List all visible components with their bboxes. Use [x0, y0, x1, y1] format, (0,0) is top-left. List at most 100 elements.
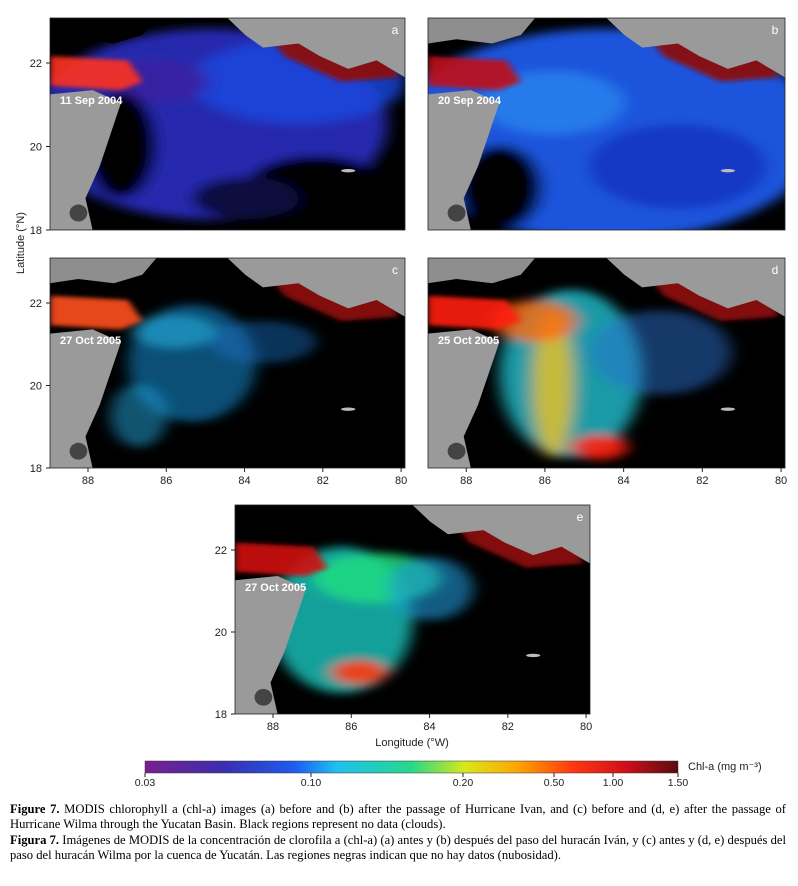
island: [526, 653, 541, 658]
land-florida: [50, 18, 157, 44]
panel-frame: [49, 257, 406, 469]
y-tick-label: 18: [215, 709, 227, 721]
y-tick-label: 22: [30, 58, 42, 70]
x-tick-label: 88: [267, 721, 279, 733]
land-cuba: [412, 505, 590, 564]
colorbar: [144, 760, 679, 774]
island: [69, 442, 88, 460]
chl-patch: [481, 71, 625, 135]
y-tick-label: 22: [30, 298, 42, 310]
y-tick-label: 18: [30, 463, 42, 475]
panel-letter: b: [772, 23, 779, 37]
island: [341, 168, 356, 173]
land-yucatan: [428, 90, 500, 230]
land-florida: [428, 18, 536, 44]
land-florida: [235, 505, 342, 531]
panel-frame: [427, 17, 786, 231]
x-tick-label: 84: [423, 721, 435, 733]
island: [447, 204, 466, 222]
caption-text: MODIS chlorophyll a (chl-a) images (a) b…: [10, 802, 786, 831]
panel-frame: [427, 257, 786, 469]
colorbar-tick-label: 0.50: [544, 777, 565, 789]
yucatan-coast-chl: [428, 295, 521, 330]
x-tick-label: 86: [160, 475, 172, 487]
land-cuba: [606, 18, 785, 78]
chl-patch: [588, 310, 732, 395]
chlorophyll-field: [110, 304, 317, 447]
chl-patch: [192, 177, 299, 220]
x-tick-label: 84: [238, 475, 250, 487]
island: [254, 688, 273, 706]
y-axis-label: Latitude (°N): [15, 212, 27, 274]
map-panel: [428, 258, 785, 468]
x-tick-label: 86: [539, 475, 551, 487]
island: [341, 407, 356, 411]
land-yucatan: [235, 576, 306, 714]
x-tick-label: 80: [580, 721, 592, 733]
caption-es: Figura 7. Imágenes de MODIS de la concen…: [10, 833, 786, 863]
caption-label: Figure 7.: [10, 802, 60, 816]
y-tick-label: 20: [30, 381, 42, 393]
land-yucatan: [50, 90, 121, 230]
panel-letter: c: [392, 263, 398, 277]
caption-label: Figura 7.: [10, 833, 60, 847]
land-yucatan: [428, 329, 500, 468]
y-tick-label: 20: [30, 142, 42, 154]
colorbar-tick-label: 1.50: [668, 777, 689, 789]
chl-patch: [131, 314, 217, 349]
panel-letter: d: [772, 263, 779, 277]
panel-date: 25 Oct 2005: [438, 335, 499, 347]
y-tick-label: 20: [215, 627, 227, 639]
x-tick-label: 82: [317, 475, 329, 487]
land-florida: [428, 258, 536, 284]
panel-date: 20 Sep 2004: [438, 95, 502, 107]
x-axis-label: Longitude (°W): [375, 737, 449, 749]
panel-letter: e: [577, 510, 584, 524]
map-panel: [50, 258, 405, 468]
map-panel: [235, 505, 590, 714]
land-cuba: [227, 18, 405, 78]
caption-en: Figure 7. MODIS chlorophyll a (chl-a) im…: [10, 802, 786, 832]
x-tick-label: 80: [775, 475, 787, 487]
panel-letter: a: [392, 23, 399, 37]
land-cuba: [606, 258, 785, 317]
chl-patch: [209, 321, 317, 363]
chl-patch: [330, 659, 388, 685]
x-tick-label: 86: [345, 721, 357, 733]
panel-frame: [234, 504, 591, 715]
land-florida: [50, 258, 157, 284]
x-tick-label: 88: [460, 475, 472, 487]
y-tick-label: 18: [30, 225, 42, 237]
chlorophyll-field: [492, 289, 732, 460]
panel-date: 27 Oct 2005: [60, 335, 121, 347]
panel-frame: [49, 17, 406, 231]
x-tick-label: 82: [696, 475, 708, 487]
colorbar-tick-label: 1.00: [603, 777, 624, 789]
x-tick-label: 82: [502, 721, 514, 733]
island: [720, 407, 736, 411]
island: [720, 168, 736, 173]
panel-date: 11 Sep 2004: [60, 95, 123, 107]
chl-patch: [570, 434, 628, 460]
chl-patch: [492, 300, 578, 342]
map-panel: [50, 18, 405, 230]
map-panel: [428, 18, 785, 230]
colorbar-tick-label: 0.03: [135, 777, 156, 789]
island: [447, 442, 466, 460]
yucatan-coast-chl: [428, 56, 521, 91]
y-tick-label: 22: [215, 545, 227, 557]
colorbar-label: Chl-a (mg m⁻³): [688, 761, 762, 773]
chlorophyll-field: [270, 546, 473, 694]
figure: Latitude (°N) Longitude (°W) Chl-a (mg m…: [15, 17, 787, 789]
chl-patch: [387, 557, 473, 620]
x-tick-label: 84: [618, 475, 630, 487]
x-tick-label: 80: [395, 475, 407, 487]
island: [69, 204, 88, 222]
x-tick-label: 88: [82, 475, 94, 487]
colorbar-tick-label: 0.10: [301, 777, 322, 789]
land-cuba: [227, 258, 405, 317]
colorbar-tick-label: 0.20: [453, 777, 474, 789]
chl-patch: [588, 124, 768, 209]
chl-patch: [110, 384, 168, 447]
